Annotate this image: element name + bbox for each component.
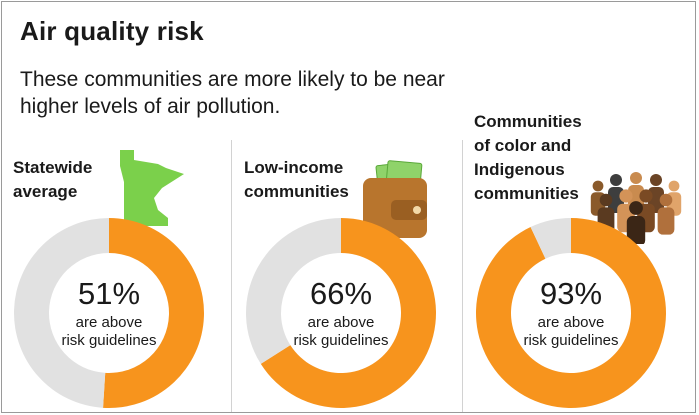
donut-label: Statewide average [13,156,92,204]
minnesota-state-icon [120,150,184,226]
donut-label-line: Indigenous [474,160,565,179]
donut-label-line: communities [474,184,579,203]
person-figure [657,193,675,235]
donut-center-caption: risk guidelines [523,332,618,349]
donut-slice-above [476,218,666,408]
donut-label-line: Communities [474,112,582,131]
wallet-with-money-icon [363,160,427,238]
donut-label-line: Low-income [244,158,344,177]
donut-label: Communities of color and Indigenous comm… [474,110,582,206]
donut-label-line: of color and [474,136,572,155]
donut-slice-below [13,218,110,408]
donut-slice-below [246,218,341,364]
donut-center-caption: risk guidelines [293,332,388,349]
panel-divider [231,140,232,412]
donut-slice-above [260,218,436,408]
donut-label-line: communities [244,182,349,201]
donut-center-value: 66% [310,276,372,311]
panel-communities-of-color: Communities of color and Indigenous comm… [464,2,695,412]
page-title: Air quality risk [20,16,204,46]
donut-center-caption: risk guidelines [61,332,156,349]
donut-center-caption: are above [76,314,143,331]
person-figure [626,201,646,244]
donut-slice-below [530,218,571,259]
donut-label-line: Statewide [13,158,93,177]
donut-center-value: 51% [78,276,140,311]
donut-label-line: average [13,182,78,201]
panel-low-income: Low-income communities 66% are above risk … [233,2,465,412]
donut-center-caption: are above [538,314,605,331]
panel-statewide: Statewide average 51% are above risk guide… [2,2,234,412]
donut-label: Low-income communities [244,156,349,204]
panel-divider [462,140,463,412]
page-subtitle: These communities are more likely to be … [20,68,445,118]
donut-center-value: 93% [540,276,602,311]
donut-slice-above [103,218,204,408]
donut-center-caption: are above [308,314,375,331]
